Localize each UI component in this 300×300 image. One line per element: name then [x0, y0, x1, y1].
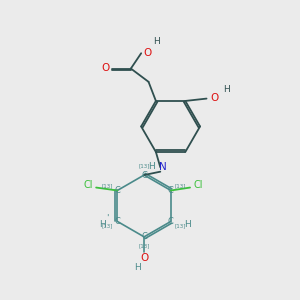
Text: [13]: [13] — [102, 223, 113, 228]
Text: [13]: [13] — [138, 243, 150, 248]
Text: O: O — [141, 253, 149, 263]
Text: C: C — [114, 217, 120, 226]
Text: [13]: [13] — [138, 164, 150, 169]
Text: Cl: Cl — [194, 180, 203, 190]
Text: O: O — [210, 93, 219, 103]
Text: N: N — [159, 162, 167, 172]
Text: H: H — [99, 220, 105, 229]
Text: O: O — [101, 63, 110, 73]
Text: C: C — [168, 186, 174, 195]
Text: C: C — [114, 186, 120, 195]
Text: C: C — [141, 232, 147, 242]
Text: O: O — [143, 48, 152, 58]
Text: H: H — [223, 85, 230, 94]
Text: [13]: [13] — [175, 223, 186, 228]
Text: H: H — [134, 263, 141, 272]
Text: [13]: [13] — [102, 184, 113, 189]
Text: ': ' — [106, 214, 109, 223]
Text: H: H — [153, 37, 160, 46]
Text: [13]: [13] — [175, 184, 186, 189]
Text: Cl: Cl — [83, 180, 93, 190]
Text: H: H — [148, 162, 155, 171]
Text: H: H — [184, 220, 190, 229]
Text: C: C — [141, 170, 147, 179]
Text: C: C — [168, 217, 174, 226]
